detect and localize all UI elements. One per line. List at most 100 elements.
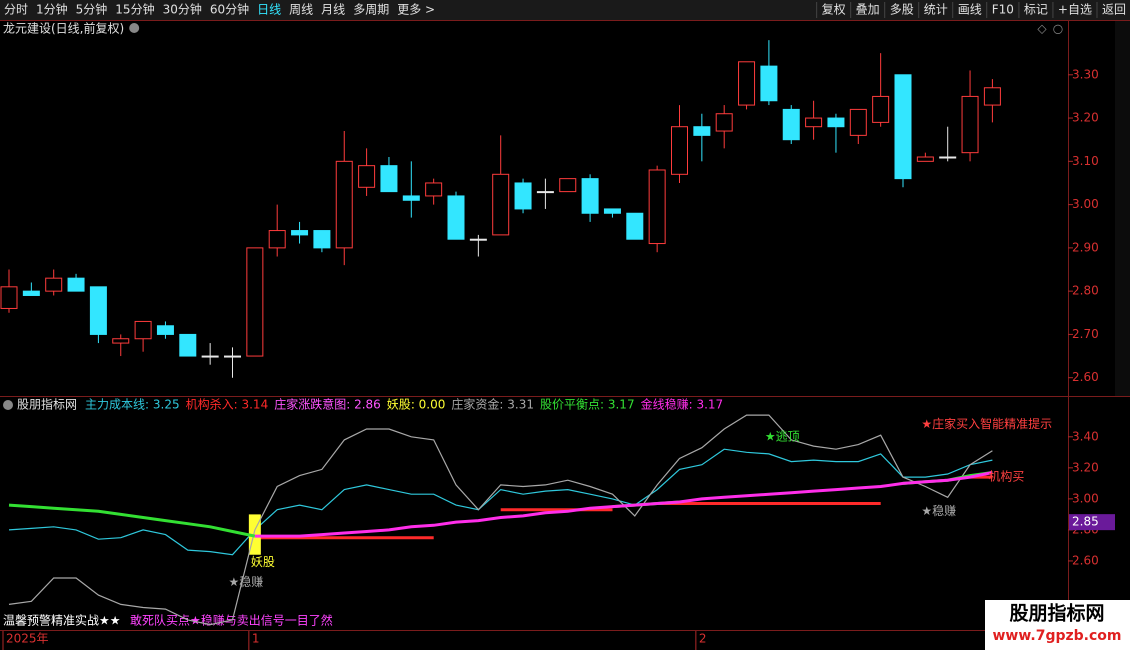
- toolbar-button[interactable]: 复权: [822, 3, 846, 17]
- candle-body: [536, 191, 554, 194]
- legend-text: :: [689, 398, 697, 412]
- candle-body: [67, 277, 85, 292]
- toolbar-tab[interactable]: 30分钟: [163, 2, 202, 17]
- x-tick-label: 2: [699, 632, 707, 646]
- toolbar-button[interactable]: +自选: [1058, 3, 1092, 17]
- candle-body: [603, 208, 621, 214]
- legend-text: :: [499, 398, 507, 412]
- candle-body: [246, 247, 264, 357]
- legend-text: 庄家涨跌意图: [274, 397, 346, 412]
- x-tick-label: 2025年: [6, 632, 49, 646]
- candle-body: [782, 108, 800, 141]
- toolbar-button[interactable]: 画线: [958, 3, 982, 17]
- y-tick-label: 3.20: [1072, 111, 1099, 125]
- toolbar-tab[interactable]: 5分钟: [76, 2, 108, 17]
- candle-body: [715, 113, 733, 132]
- legend-text: 金线稳赚: [641, 397, 689, 412]
- legend-text: 3.17: [696, 398, 723, 412]
- candle-body: [291, 230, 309, 236]
- legend-text: :: [600, 398, 608, 412]
- candle-body: [805, 117, 823, 128]
- annotation: 机构买: [988, 469, 1024, 484]
- candle-body: [134, 320, 152, 340]
- toolbar-tab[interactable]: 周线: [289, 3, 313, 17]
- legend-text: :: [411, 398, 419, 412]
- toolbar-button[interactable]: F10: [992, 3, 1014, 17]
- toolbar-tab[interactable]: 1分钟: [36, 2, 68, 17]
- legend-text: 机构杀入: [186, 397, 234, 412]
- candle-body: [559, 178, 577, 193]
- legend-text: 3.14: [241, 398, 268, 412]
- dropdown-icon[interactable]: [3, 400, 13, 410]
- indicator-line: [8, 448, 993, 556]
- chart-title: 龙元建设(日线,前复权): [3, 21, 124, 36]
- candle-body: [22, 290, 40, 296]
- toolbar-tab[interactable]: 多周期: [353, 3, 389, 17]
- legend-text: 0.00: [419, 398, 446, 412]
- current-tag: 2.85: [1072, 515, 1099, 529]
- candle-body: [179, 333, 197, 357]
- watermark-title: 股朋指标网: [1009, 603, 1104, 625]
- toolbar-button[interactable]: 返回: [1102, 3, 1126, 17]
- candle-body: [492, 173, 510, 236]
- candle-body: [313, 230, 331, 249]
- dropdown-icon[interactable]: [129, 23, 140, 33]
- toolbar-bg: [0, 0, 1130, 20]
- candle-body: [961, 95, 979, 154]
- candle-body: [738, 61, 756, 106]
- indicator-title: 股朋指标网: [17, 397, 77, 412]
- candle-body: [0, 286, 18, 309]
- candle-body: [760, 65, 778, 102]
- toolbar-tab[interactable]: 60分钟: [210, 2, 249, 17]
- candle-body: [89, 286, 107, 335]
- candle-body: [469, 238, 487, 241]
- candle-body: [983, 87, 1001, 106]
- legend-text: 3.25: [153, 398, 180, 412]
- legend-text: :: [145, 398, 153, 412]
- toolbar-tab[interactable]: 月线: [321, 3, 345, 17]
- candle-body: [827, 117, 845, 128]
- candle-body: [156, 325, 174, 335]
- candle-body: [224, 355, 241, 358]
- legend-text: 2.86: [354, 398, 381, 412]
- annotation: 妖股: [251, 555, 275, 569]
- legend-text: :: [346, 398, 354, 412]
- legend-text: 3.31: [507, 398, 534, 412]
- toolbar-button[interactable]: 多股: [890, 3, 914, 17]
- toolbar-tab[interactable]: 15分钟: [115, 2, 154, 17]
- toolbar-tab[interactable]: 更多 >: [397, 3, 435, 17]
- candle-body: [581, 178, 599, 214]
- toolbar-tab[interactable]: 日线: [257, 3, 281, 17]
- candle-body: [425, 182, 443, 197]
- candle-body: [514, 182, 532, 210]
- candle-body: [268, 230, 286, 249]
- y-tick-label: 2.70: [1072, 327, 1099, 341]
- y-tick-label: 2.90: [1072, 240, 1099, 254]
- y-tick-label: 3.00: [1072, 491, 1099, 505]
- annotation: ★逃顶: [765, 429, 800, 443]
- y-tick-label: 3.20: [1072, 460, 1099, 474]
- legend-text: 庄家资金: [451, 397, 499, 412]
- toolbar-button[interactable]: 标记: [1024, 3, 1048, 17]
- toolbar-button[interactable]: 叠加: [856, 3, 880, 17]
- y-tick-label: 2.60: [1072, 553, 1099, 567]
- toolbar-button[interactable]: 统计: [924, 3, 948, 17]
- candle-body: [380, 165, 398, 193]
- icon[interactable]: ○: [1053, 22, 1063, 36]
- candle-body: [894, 74, 912, 180]
- annotation: ★庄家买入智能精准提示: [921, 416, 1052, 431]
- candle-body: [693, 126, 711, 136]
- candle-body: [671, 126, 688, 175]
- candle-body: [45, 277, 63, 292]
- side-strip: [1115, 21, 1130, 396]
- candle-body: [872, 95, 890, 123]
- icon[interactable]: ◇: [1037, 22, 1047, 36]
- current-tag-bg: [1069, 514, 1115, 531]
- indicator-line: [254, 475, 993, 540]
- legend-text: 妖股: [387, 398, 411, 412]
- candle-body: [112, 338, 130, 344]
- toolbar-tab[interactable]: 分时: [4, 3, 28, 17]
- candle-body: [849, 108, 867, 136]
